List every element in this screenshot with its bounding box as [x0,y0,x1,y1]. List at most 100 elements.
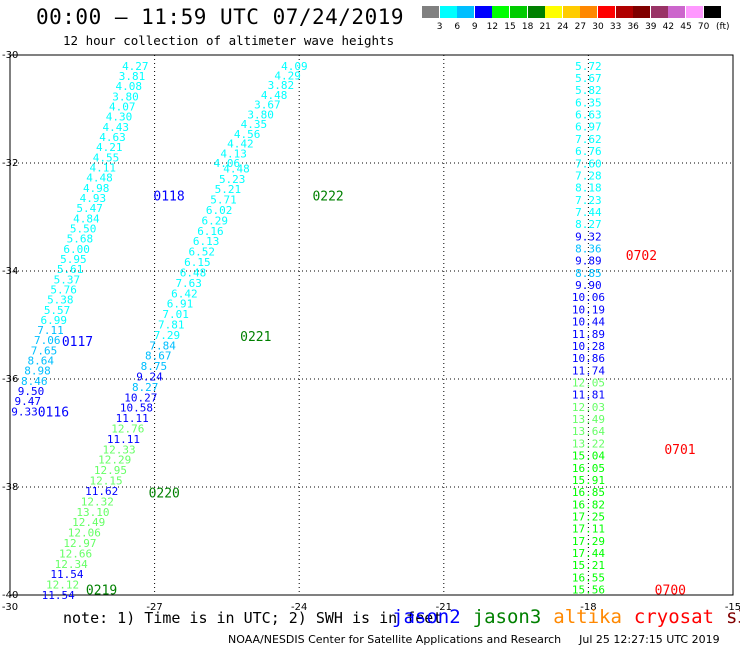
wave-height-value: 15.91 [572,474,605,487]
wave-height-value: 3.81 [119,70,146,83]
colorbar-swatch [668,6,686,18]
wave-height-value: 4.13 [220,147,247,160]
colorbar-swatch [510,6,527,18]
wave-height-value: 12.12 [46,579,79,592]
wave-height-value: 7.28 [575,169,602,182]
colorbar-swatch [562,6,580,18]
wave-height-value: 12.03 [572,401,605,414]
colorbar-swatch [650,6,668,18]
wave-height-value: 11.89 [572,328,605,341]
wave-height-value: 12.49 [72,516,105,529]
wave-height-value: 4.55 [93,151,120,164]
wave-height-value: 7.29 [154,329,181,342]
y-tick-label: -38 [2,482,18,493]
wave-height-value: 4.21 [96,141,123,154]
colorbar-tick: 18 [521,22,534,32]
x-tick-label: -27 [146,602,162,613]
colorbar-tick: 21 [539,22,551,32]
wave-height-value: 16.82 [572,498,605,511]
pass-time-label: 0117 [62,335,93,350]
wave-height-value: 5.67 [575,72,602,85]
wave-height-value: 12.33 [103,443,136,456]
wave-height-value: 8.18 [575,182,602,195]
wave-height-value: 4.30 [106,111,133,124]
wave-height-value: 5.37 [54,273,81,286]
page-subtitle: 12 hour collection of altimeter wave hei… [63,33,395,48]
wave-height-value: 8.27 [575,218,602,231]
wave-height-value: 6.76 [575,145,602,158]
wave-height-value: 5.82 [575,84,602,97]
wave-height-value: 5.21 [215,183,242,196]
wave-height-value: 4.93 [80,192,107,205]
wave-height-value: 12.29 [98,454,131,467]
colorbar-tick: 15 [504,22,516,32]
wave-height-value: 7.44 [575,206,602,219]
wave-height-value: 6.15 [184,256,211,269]
wave-height-value: 12.15 [89,475,122,488]
wave-height-value: 4.08 [116,80,143,93]
wave-height-value: 8.27 [132,381,159,394]
wave-height-value: 4.48 [261,89,288,102]
colorbar-swatch [439,6,457,18]
wave-height-value: 16.85 [572,486,605,499]
pass-time-label: 0118 [153,189,184,204]
x-tick-label: -21 [436,602,452,613]
colorbar-swatch [492,6,510,18]
colorbar-tick: 6 [454,22,461,32]
wave-height-value: 8.67 [145,350,172,363]
y-tick-label: -40 [2,590,18,601]
wave-height-value: 10.58 [120,402,153,415]
wave-height-value: 11.74 [572,364,605,377]
pass-time-label: 0222 [312,189,343,204]
wave-height-value: 7.81 [158,318,185,331]
colorbar-swatch [686,6,703,18]
colorbar-swatch [422,6,439,18]
wave-height-value: 3.80 [247,108,274,121]
wave-height-value: 6.63 [575,109,602,122]
wave-height-value: 15.21 [572,559,605,572]
y-tick-label: -36 [2,374,18,385]
wave-height-value: 3.67 [254,99,281,112]
wave-height-value: 3.82 [268,79,295,92]
colorbar-swatch [580,6,598,18]
wave-height-value: 9.89 [575,255,602,268]
wave-height-value: 10.19 [572,303,605,316]
wave-height-value: 10.44 [572,316,605,329]
wave-height-value: 5.23 [219,173,246,186]
wave-height-value: 12.06 [68,527,101,540]
legend-s3a: s3a [726,606,740,628]
credit-text: NOAA/NESDIS Center for Satellite Applica… [228,633,562,646]
colorbar-tick: 30 [592,22,604,32]
colorbar-tick: 33 [609,22,622,32]
wave-height-value: 11.11 [107,433,140,446]
colorbar-tick: 9 [471,22,478,32]
wave-height-value: 4.06 [214,157,241,170]
wave-height-value: 13.64 [572,425,605,438]
wave-height-value: 6.16 [197,225,224,238]
colorbar-tick: 45 [680,22,692,32]
colorbar-tick: 70 [697,22,710,32]
x-tick-label: -24 [291,602,307,613]
y-tick-label: -34 [2,266,18,277]
wave-height-value: 8.64 [28,355,55,368]
colorbar-swatch [598,6,615,18]
wave-height-value: 6.52 [188,246,215,259]
wave-height-value: 12.34 [55,558,88,571]
satellite-legend: jason2 jason3 altika cryosat s3a [392,606,740,628]
wave-height-value: 6.13 [193,235,220,248]
wave-height-value: 10.86 [572,352,605,365]
footer-note: note: 1) Time is in UTC; 2) SWH is in fe… [63,609,443,627]
wave-height-value: 4.43 [103,121,130,134]
wave-height-value: 13.49 [572,413,605,426]
y-tick-label: -32 [2,158,18,169]
wave-height-value: 8.85 [575,267,602,280]
wave-height-value: 5.57 [44,304,71,317]
wave-height-value: 4.84 [73,212,100,225]
wave-height-value: 4.09 [281,60,308,73]
wave-height-value: 5.47 [76,202,103,215]
wave-height-value: 16.05 [572,462,605,475]
wave-height-value: 7.65 [31,344,58,357]
colorbar-tick: 42 [662,22,675,32]
wave-height-value: 7.84 [149,339,176,352]
wave-height-value: 13.22 [572,437,605,450]
